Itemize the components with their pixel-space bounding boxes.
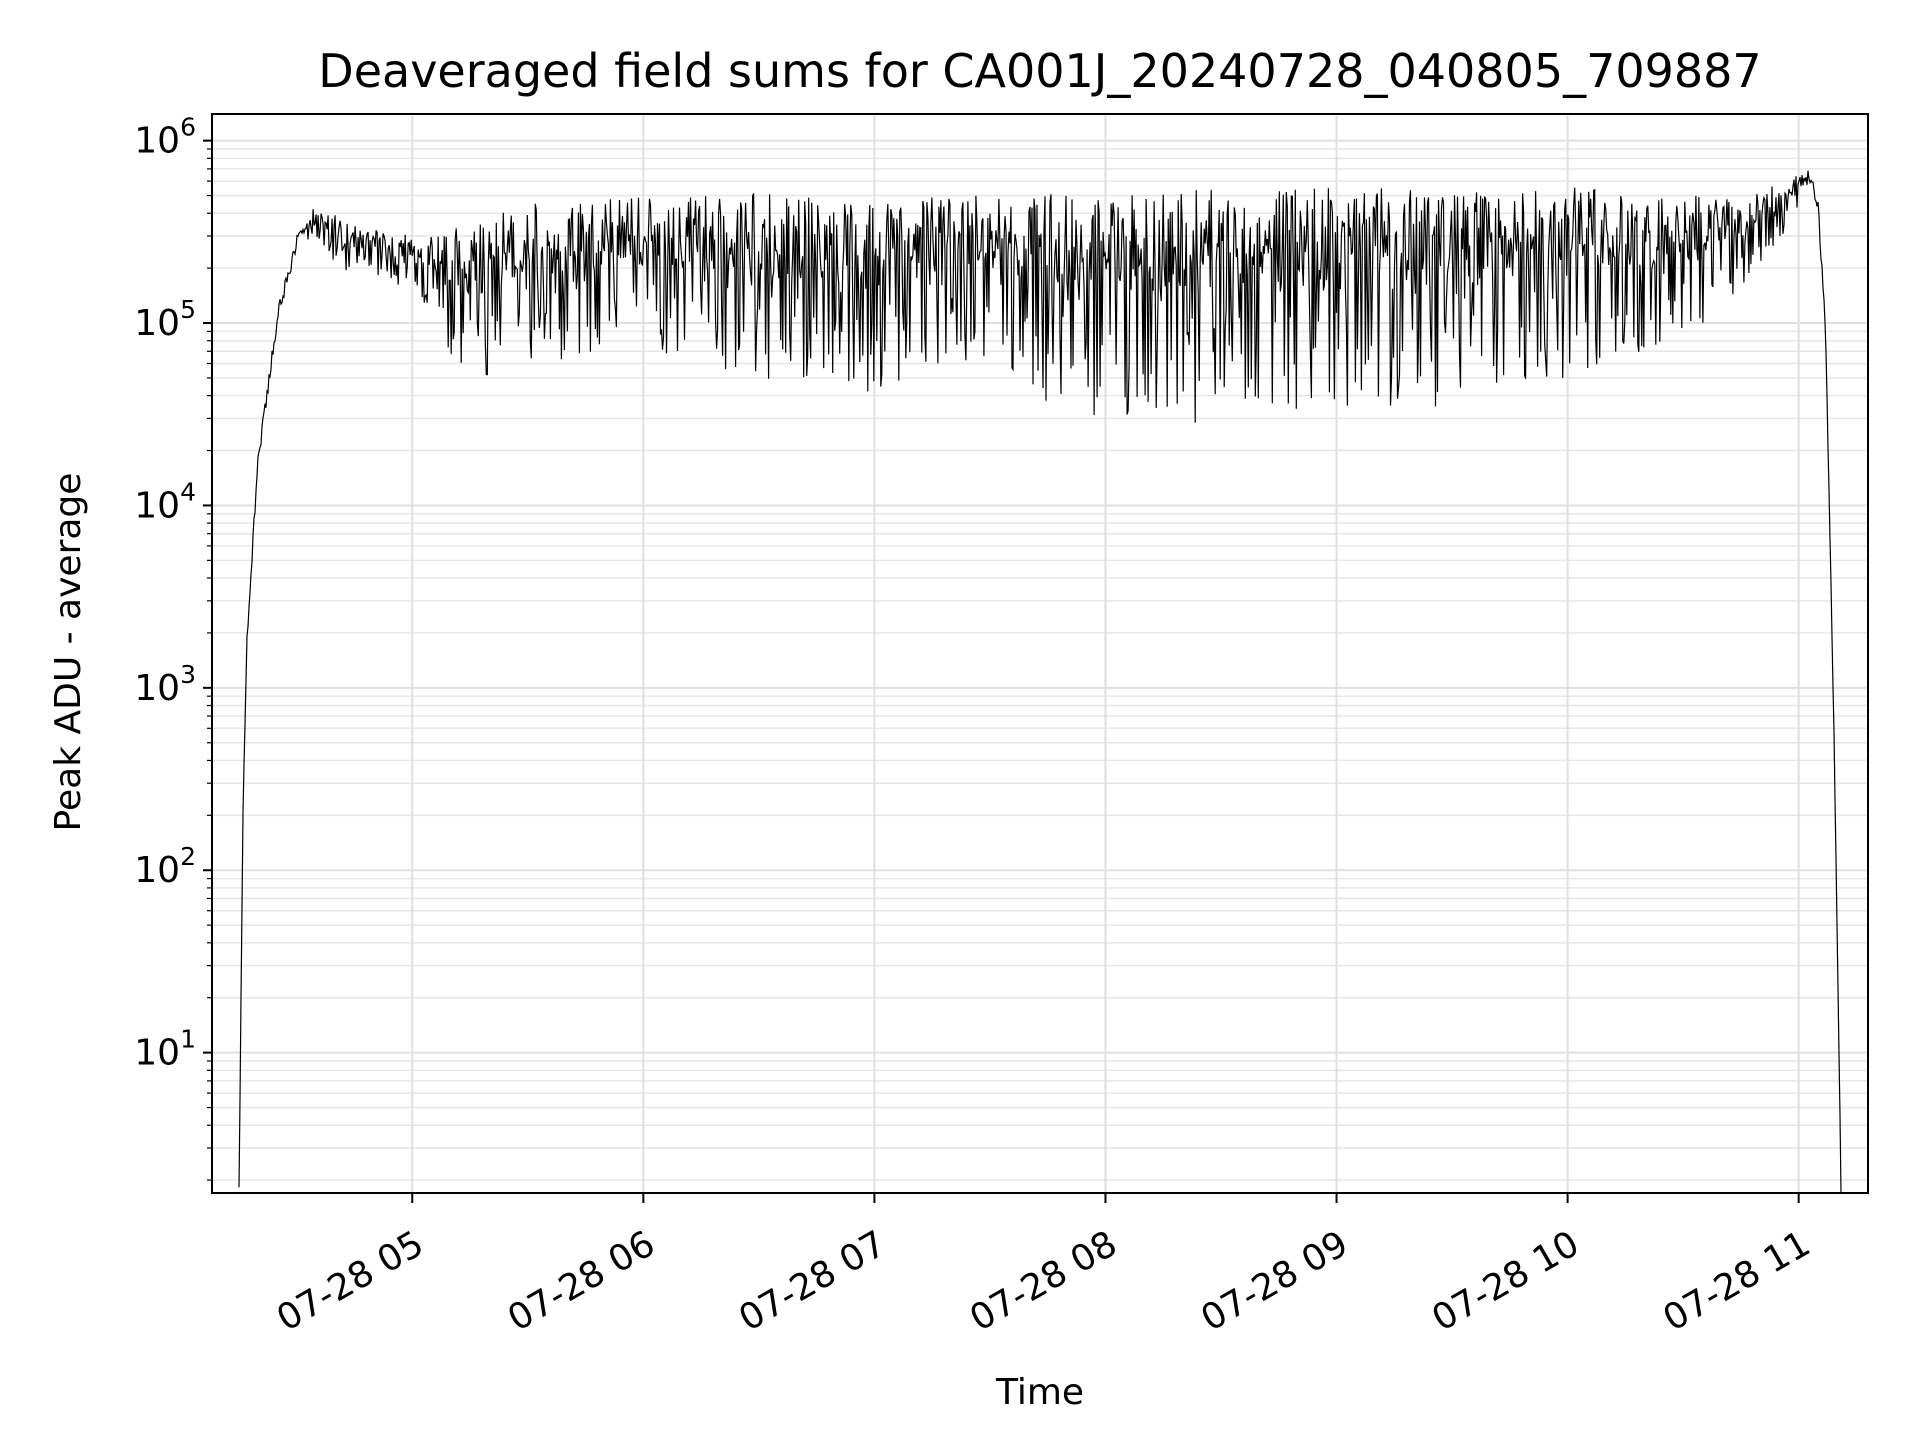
axes-frame [211, 113, 1869, 1194]
data-line [238, 170, 1842, 1193]
y-tick-label: 106 [134, 113, 196, 162]
y-tick-label: 103 [134, 660, 196, 709]
y-axis: 101 102 103 104 105 106 [134, 113, 212, 1181]
y-axis-label: Peak ADU - average [48, 473, 89, 832]
y-tick-label: 104 [134, 477, 196, 526]
plot-area [211, 113, 1869, 1194]
x-axis-label: Time [995, 1372, 1084, 1413]
chart-title: Deaveraged field sums for CA001J_2024072… [318, 44, 1761, 98]
y-tick-label: 102 [134, 842, 196, 891]
y-tick-label: 101 [134, 1025, 196, 1074]
y-tick-label: 105 [134, 295, 196, 344]
grid-lines [212, 114, 1868, 1193]
